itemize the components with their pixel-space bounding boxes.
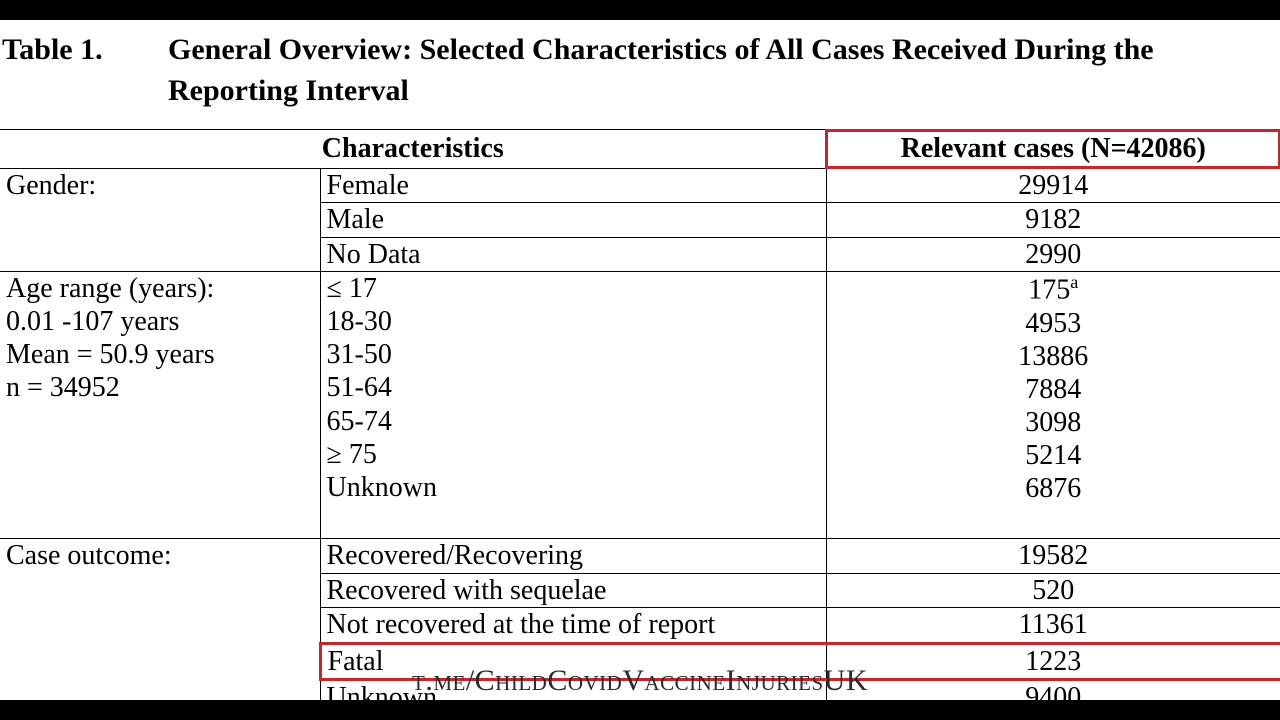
age-values: 175a 4953 13886 7884 3098 5214 6876 — [826, 272, 1280, 539]
section-label-age: Age range (years): 0.01 -107 years Mean … — [0, 272, 320, 539]
table-row: Case outcome: Recovered/Recovering 19582 — [0, 538, 1280, 573]
cell-value: 4953 — [833, 307, 1275, 340]
cell-value: 1223 — [826, 643, 1280, 680]
cell-category: Fatal — [320, 643, 826, 680]
cell-value: 19582 — [826, 538, 1280, 573]
cell-category: 31-50 — [327, 338, 820, 371]
cell-category: Unknown — [327, 471, 820, 504]
cell-category: ≥ 75 — [327, 438, 820, 471]
cell-category: No Data — [320, 237, 826, 272]
age-label-line: n = 34952 — [6, 371, 314, 404]
cell-value: 7884 — [833, 373, 1275, 406]
cell-category: Recovered with sequelae — [320, 573, 826, 608]
age-categories: ≤ 17 18-30 31-50 51-64 65-74 ≥ 75 Unknow… — [320, 272, 826, 539]
cell-category: Female — [320, 168, 826, 203]
section-label-gender: Gender: — [0, 168, 320, 272]
cell-category: Not recovered at the time of report — [320, 608, 826, 644]
cell-value: 175a — [833, 272, 1275, 306]
data-table: Characteristics Relevant cases (N=42086)… — [0, 129, 1280, 716]
age-label-line: 0.01 -107 years — [6, 305, 314, 338]
table-caption: Table 1. General Overview: Selected Char… — [0, 30, 1280, 129]
cell-value: 13886 — [833, 340, 1275, 373]
table-header-row: Characteristics Relevant cases (N=42086) — [0, 130, 1280, 169]
cell-value: 6876 — [833, 472, 1275, 505]
cell-category: Male — [320, 203, 826, 238]
cell-value: 5214 — [833, 439, 1275, 472]
document-page: Table 1. General Overview: Selected Char… — [0, 20, 1280, 700]
header-relevant-cases: Relevant cases (N=42086) — [826, 130, 1280, 169]
letterbox-bottom — [0, 700, 1280, 720]
cell-value: 29914 — [826, 168, 1280, 203]
cell-category: 51-64 — [327, 371, 820, 404]
cell-value: 11361 — [826, 608, 1280, 644]
table-number: Table 1. — [2, 30, 168, 111]
age-label-line: Age range (years): — [6, 272, 314, 305]
table-row-age: Age range (years): 0.01 -107 years Mean … — [0, 272, 1280, 539]
letterbox-top — [0, 0, 1280, 20]
table-title: General Overview: Selected Characteristi… — [168, 30, 1272, 111]
cell-category: 18-30 — [327, 305, 820, 338]
cell-value: 3098 — [833, 406, 1275, 439]
cell-category: Recovered/Recovering — [320, 538, 826, 573]
table-row: Gender: Female 29914 — [0, 168, 1280, 203]
cell-value: 9182 — [826, 203, 1280, 238]
cell-category: 65-74 — [327, 405, 820, 438]
cell-category: ≤ 17 — [327, 272, 820, 305]
cell-value: 520 — [826, 573, 1280, 608]
section-label-outcome: Case outcome: — [0, 538, 320, 715]
header-characteristics: Characteristics — [0, 130, 826, 169]
cell-value: 2990 — [826, 237, 1280, 272]
age-label-line: Mean = 50.9 years — [6, 338, 314, 371]
